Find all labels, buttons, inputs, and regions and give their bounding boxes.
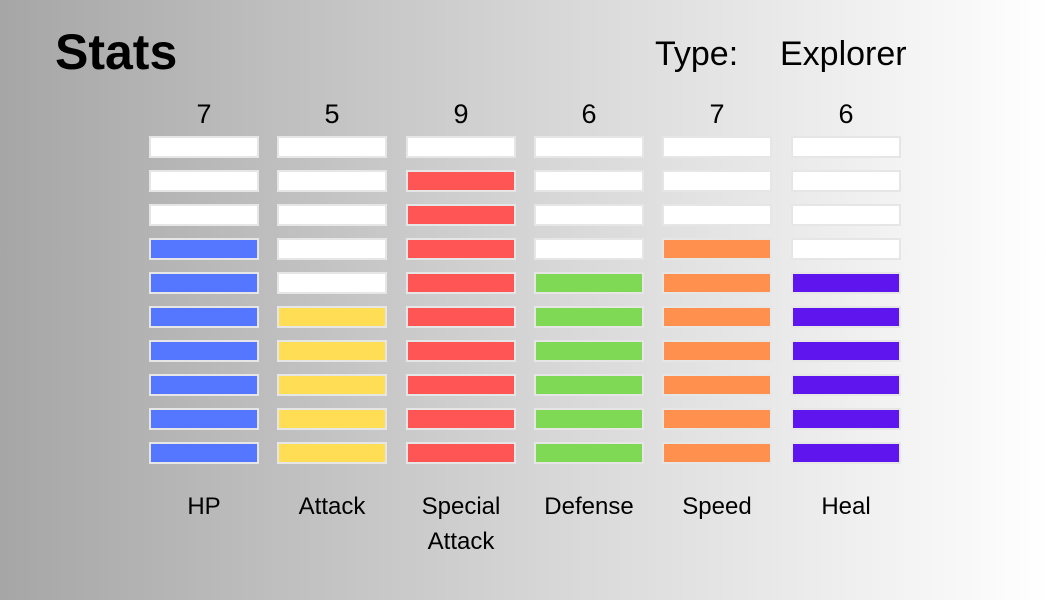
stat-bar-filled xyxy=(277,306,387,328)
stat-bar-empty xyxy=(406,136,516,158)
stat-bar-filled xyxy=(791,442,901,464)
stat-bar-filled xyxy=(534,340,644,362)
stat-bar-filled xyxy=(534,442,644,464)
stat-bar-filled xyxy=(534,272,644,294)
stat-bar-filled xyxy=(406,238,516,260)
stat-label-speed: Speed xyxy=(682,493,752,520)
stat-bar-filled xyxy=(149,306,259,328)
stat-bar-filled xyxy=(534,374,644,396)
stat-bar-filled xyxy=(662,374,772,396)
stat-bar-filled xyxy=(791,408,901,430)
stat-label-defense: Defense xyxy=(544,493,634,520)
stat-bar-filled xyxy=(406,170,516,192)
stat-bar-filled xyxy=(149,374,259,396)
stat-bar-filled xyxy=(277,340,387,362)
type-value: Explorer xyxy=(780,35,907,73)
stat-bar-empty xyxy=(662,204,772,226)
stat-bar-filled xyxy=(406,340,516,362)
stat-value-special-attack: 9 xyxy=(453,99,469,129)
stat-bar-empty xyxy=(277,272,387,294)
stat-bar-filled xyxy=(662,272,772,294)
stat-bar-empty xyxy=(534,204,644,226)
stat-bar-empty xyxy=(277,204,387,226)
stat-bar-empty xyxy=(277,136,387,158)
stat-bar-filled xyxy=(534,306,644,328)
stat-bar-filled xyxy=(149,340,259,362)
stat-bar-filled xyxy=(406,272,516,294)
stat-bar-empty xyxy=(791,136,901,158)
stat-bar-empty xyxy=(277,238,387,260)
stat-value-attack: 5 xyxy=(324,99,340,129)
stat-bar-filled xyxy=(149,272,259,294)
stat-bar-filled xyxy=(662,306,772,328)
stat-bar-filled xyxy=(149,442,259,464)
stat-bar-filled xyxy=(662,408,772,430)
stat-bar-filled xyxy=(406,408,516,430)
stat-bar-empty xyxy=(277,170,387,192)
stat-bar-filled xyxy=(277,442,387,464)
stat-bar-filled xyxy=(406,442,516,464)
stat-bar-filled xyxy=(406,204,516,226)
stat-label-heal: Heal xyxy=(821,493,871,520)
stat-bar-filled xyxy=(277,408,387,430)
stat-bar-empty xyxy=(534,136,644,158)
stat-bar-empty xyxy=(791,204,901,226)
stat-bar-filled xyxy=(791,306,901,328)
stat-bar-filled xyxy=(791,374,901,396)
stat-bar-filled xyxy=(149,238,259,260)
stat-bar-filled xyxy=(149,408,259,430)
stat-bar-filled xyxy=(534,408,644,430)
stat-bar-empty xyxy=(662,170,772,192)
stat-bar-empty xyxy=(791,238,901,260)
stat-value-speed: 7 xyxy=(709,99,725,129)
stat-bar-empty xyxy=(149,136,259,158)
stat-bar-filled xyxy=(662,340,772,362)
stat-bar-filled xyxy=(662,442,772,464)
stat-bar-empty xyxy=(662,136,772,158)
stat-bar-empty xyxy=(534,238,644,260)
stat-bar-empty xyxy=(791,170,901,192)
stat-bar-filled xyxy=(406,374,516,396)
stat-bar-filled xyxy=(791,340,901,362)
stat-label-attack: Attack xyxy=(298,493,366,520)
stat-label-special-attack: Special Attack xyxy=(421,493,501,555)
page-title: Stats xyxy=(55,24,178,80)
stat-bar-filled xyxy=(662,238,772,260)
stat-bar-filled xyxy=(406,306,516,328)
stat-bar-empty xyxy=(534,170,644,192)
stat-bar-filled xyxy=(277,374,387,396)
type-label: Type: xyxy=(655,35,739,73)
stat-label-hp: HP xyxy=(187,493,221,520)
stat-bar-empty xyxy=(149,170,259,192)
stat-value-hp: 7 xyxy=(196,99,212,129)
stat-bar-empty xyxy=(149,204,259,226)
stat-value-heal: 6 xyxy=(838,99,854,129)
stat-bar-filled xyxy=(791,272,901,294)
stat-value-defense: 6 xyxy=(581,99,597,129)
